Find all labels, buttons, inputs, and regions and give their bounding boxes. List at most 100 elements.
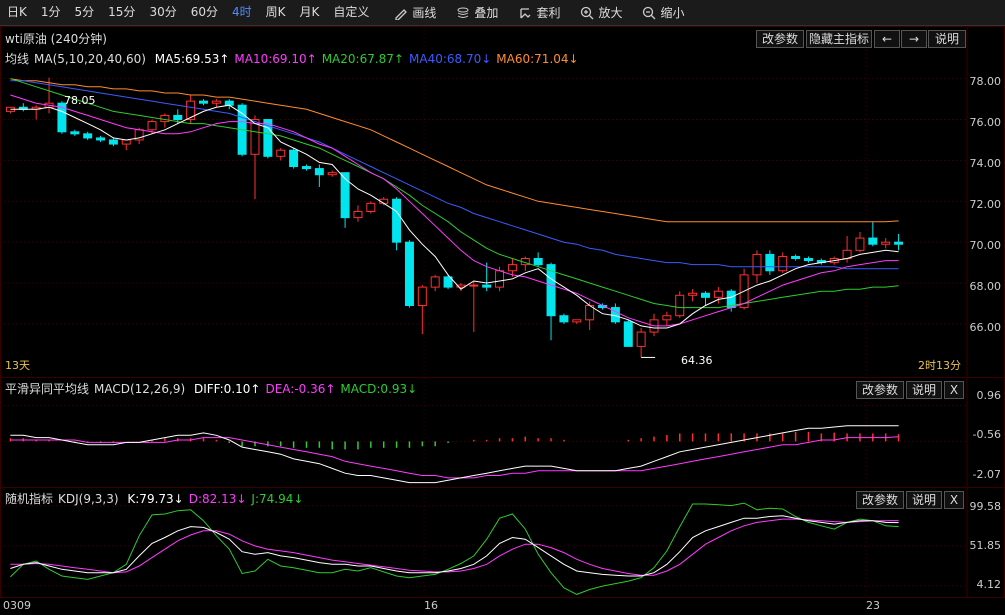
kdj-close-button[interactable]: X [944, 491, 964, 509]
candle-body [469, 284, 479, 287]
period-tab[interactable]: 15分 [108, 5, 136, 19]
candle-body [636, 331, 646, 347]
indicator-value: MA60:71.04↓ [496, 52, 579, 66]
candle-body [173, 114, 183, 121]
candle-body [57, 102, 67, 133]
candle-body [327, 172, 337, 176]
candle-body [778, 255, 788, 272]
prev-arrow-button[interactable]: ← [874, 30, 900, 48]
candle-body [868, 237, 878, 245]
candle-body [199, 100, 208, 104]
candle-body [881, 241, 891, 245]
ma-legend-params: MA(5,10,20,40,60) [34, 52, 146, 66]
next-arrow-button[interactable]: → [901, 30, 927, 48]
candle-body [752, 253, 762, 276]
main-help-button[interactable]: 说明 [928, 30, 966, 48]
candle-body [791, 255, 801, 260]
tool-label: 套利 [536, 6, 561, 20]
price-axis-label: 66.00 [969, 321, 1002, 334]
period-toolbar: 日K 1分 5分 15分 30分 60分 4时 周K 月K 自定义 画线 叠加 套利 放大 缩小 [0, 0, 1005, 26]
macd-legend: 平滑异同平均线 MACD(12,26,9) DIFF:0.10↑ DEA:-0.36… [5, 380, 422, 397]
candle-body [366, 202, 376, 212]
candle-body [701, 292, 710, 298]
countdown-label: 2时13分 [918, 359, 961, 372]
tool-label: 叠加 [474, 6, 499, 20]
macd-help-button[interactable]: 说明 [906, 381, 942, 399]
ma10-line [10, 94, 899, 327]
kdj-help-button[interactable]: 说明 [906, 491, 942, 509]
period-tab[interactable]: 5分 [74, 5, 95, 19]
period-tab[interactable]: 1分 [40, 5, 61, 19]
candle-body [675, 294, 685, 317]
high-price-label: 78.05 [64, 94, 96, 107]
period-tab[interactable]: 日K [7, 5, 27, 19]
price-axis-label: 68.00 [969, 280, 1002, 293]
macd-change-params-button[interactable]: 改参数 [856, 381, 904, 399]
zoom-in-tool-button[interactable]: 放大 [570, 4, 632, 21]
tool-label: 缩小 [660, 6, 685, 20]
candle-body [276, 149, 286, 157]
k-line [10, 515, 899, 577]
indicator-value: MA20:67.87↑ [321, 52, 404, 66]
diff-line [10, 425, 899, 484]
tool-label: 画线 [412, 6, 437, 20]
candle-body [803, 258, 813, 262]
candle-body [353, 211, 363, 219]
hide-main-indicator-button[interactable]: 隐藏主指标 [806, 30, 872, 48]
candle-body [507, 264, 517, 272]
macd-close-button[interactable]: X [944, 381, 964, 399]
zoom-out-icon [643, 6, 656, 19]
kdj-axis-label: 51.85 [969, 539, 1002, 552]
low-price-label: 64.36 [681, 354, 713, 367]
kdj-change-params-button[interactable]: 改参数 [856, 491, 904, 509]
x-axis-label: 0309 [3, 599, 31, 612]
zoom-in-icon [581, 6, 594, 19]
candle-body [765, 253, 775, 272]
candle-body [314, 168, 324, 176]
indicator-value: DEA:-0.36↑ [265, 382, 336, 396]
period-tab[interactable]: 自定义 [333, 5, 370, 19]
price-axis-label: 76.00 [969, 116, 1002, 129]
zoom-out-tool-button[interactable]: 缩小 [632, 4, 694, 21]
kdj-axis-label: 99.58 [969, 500, 1002, 513]
candle-body [263, 119, 273, 157]
candle-body [186, 100, 196, 121]
period-tab[interactable]: 4时 [232, 5, 252, 19]
pencil-tool-button[interactable]: 画线 [384, 4, 446, 21]
stack-tool-button[interactable]: 叠加 [446, 4, 508, 21]
candle-body [160, 114, 170, 123]
dea-line [10, 436, 899, 479]
candle-body [894, 241, 904, 245]
indicator-value: D:82.13↓ [188, 492, 247, 506]
macd-axis-label: -0.56 [972, 428, 1001, 441]
candle-body [482, 284, 492, 288]
main-change-params-button[interactable]: 改参数 [756, 30, 804, 48]
candle-body [301, 166, 311, 170]
period-tab[interactable]: 60分 [190, 5, 218, 19]
candle-body [546, 264, 556, 317]
arbitrage-tool-button[interactable]: 套利 [508, 4, 570, 21]
x-axis-label: 16 [424, 599, 438, 612]
indicator-value: MA40:68.70↓ [409, 52, 492, 66]
indicator-value: MA5:69.53↑ [154, 52, 230, 66]
period-tab[interactable]: 月K [299, 5, 320, 19]
j-line [10, 502, 899, 595]
tool-label: 放大 [598, 6, 623, 20]
panel-border [0, 26, 1005, 378]
price-axis-label: 70.00 [969, 239, 1002, 252]
price-axis-label: 74.00 [969, 157, 1002, 170]
period-tab[interactable]: 30分 [149, 5, 177, 19]
ma40-line [10, 80, 899, 270]
indicator-value: J:74.94↓ [251, 492, 304, 506]
period-tab[interactable]: 周K [265, 5, 286, 19]
candle-body [70, 131, 80, 135]
price-axis-label: 72.00 [969, 198, 1002, 211]
macd-name: 平滑异同平均线 [5, 382, 90, 396]
stack-icon [457, 7, 469, 18]
candle-body [430, 276, 440, 288]
span-days-label: 13天 [5, 359, 30, 372]
indicator-value: MA10:69.10↑ [234, 52, 317, 66]
ma-legend-name: 均线 [5, 52, 30, 66]
candle-body [662, 315, 672, 321]
